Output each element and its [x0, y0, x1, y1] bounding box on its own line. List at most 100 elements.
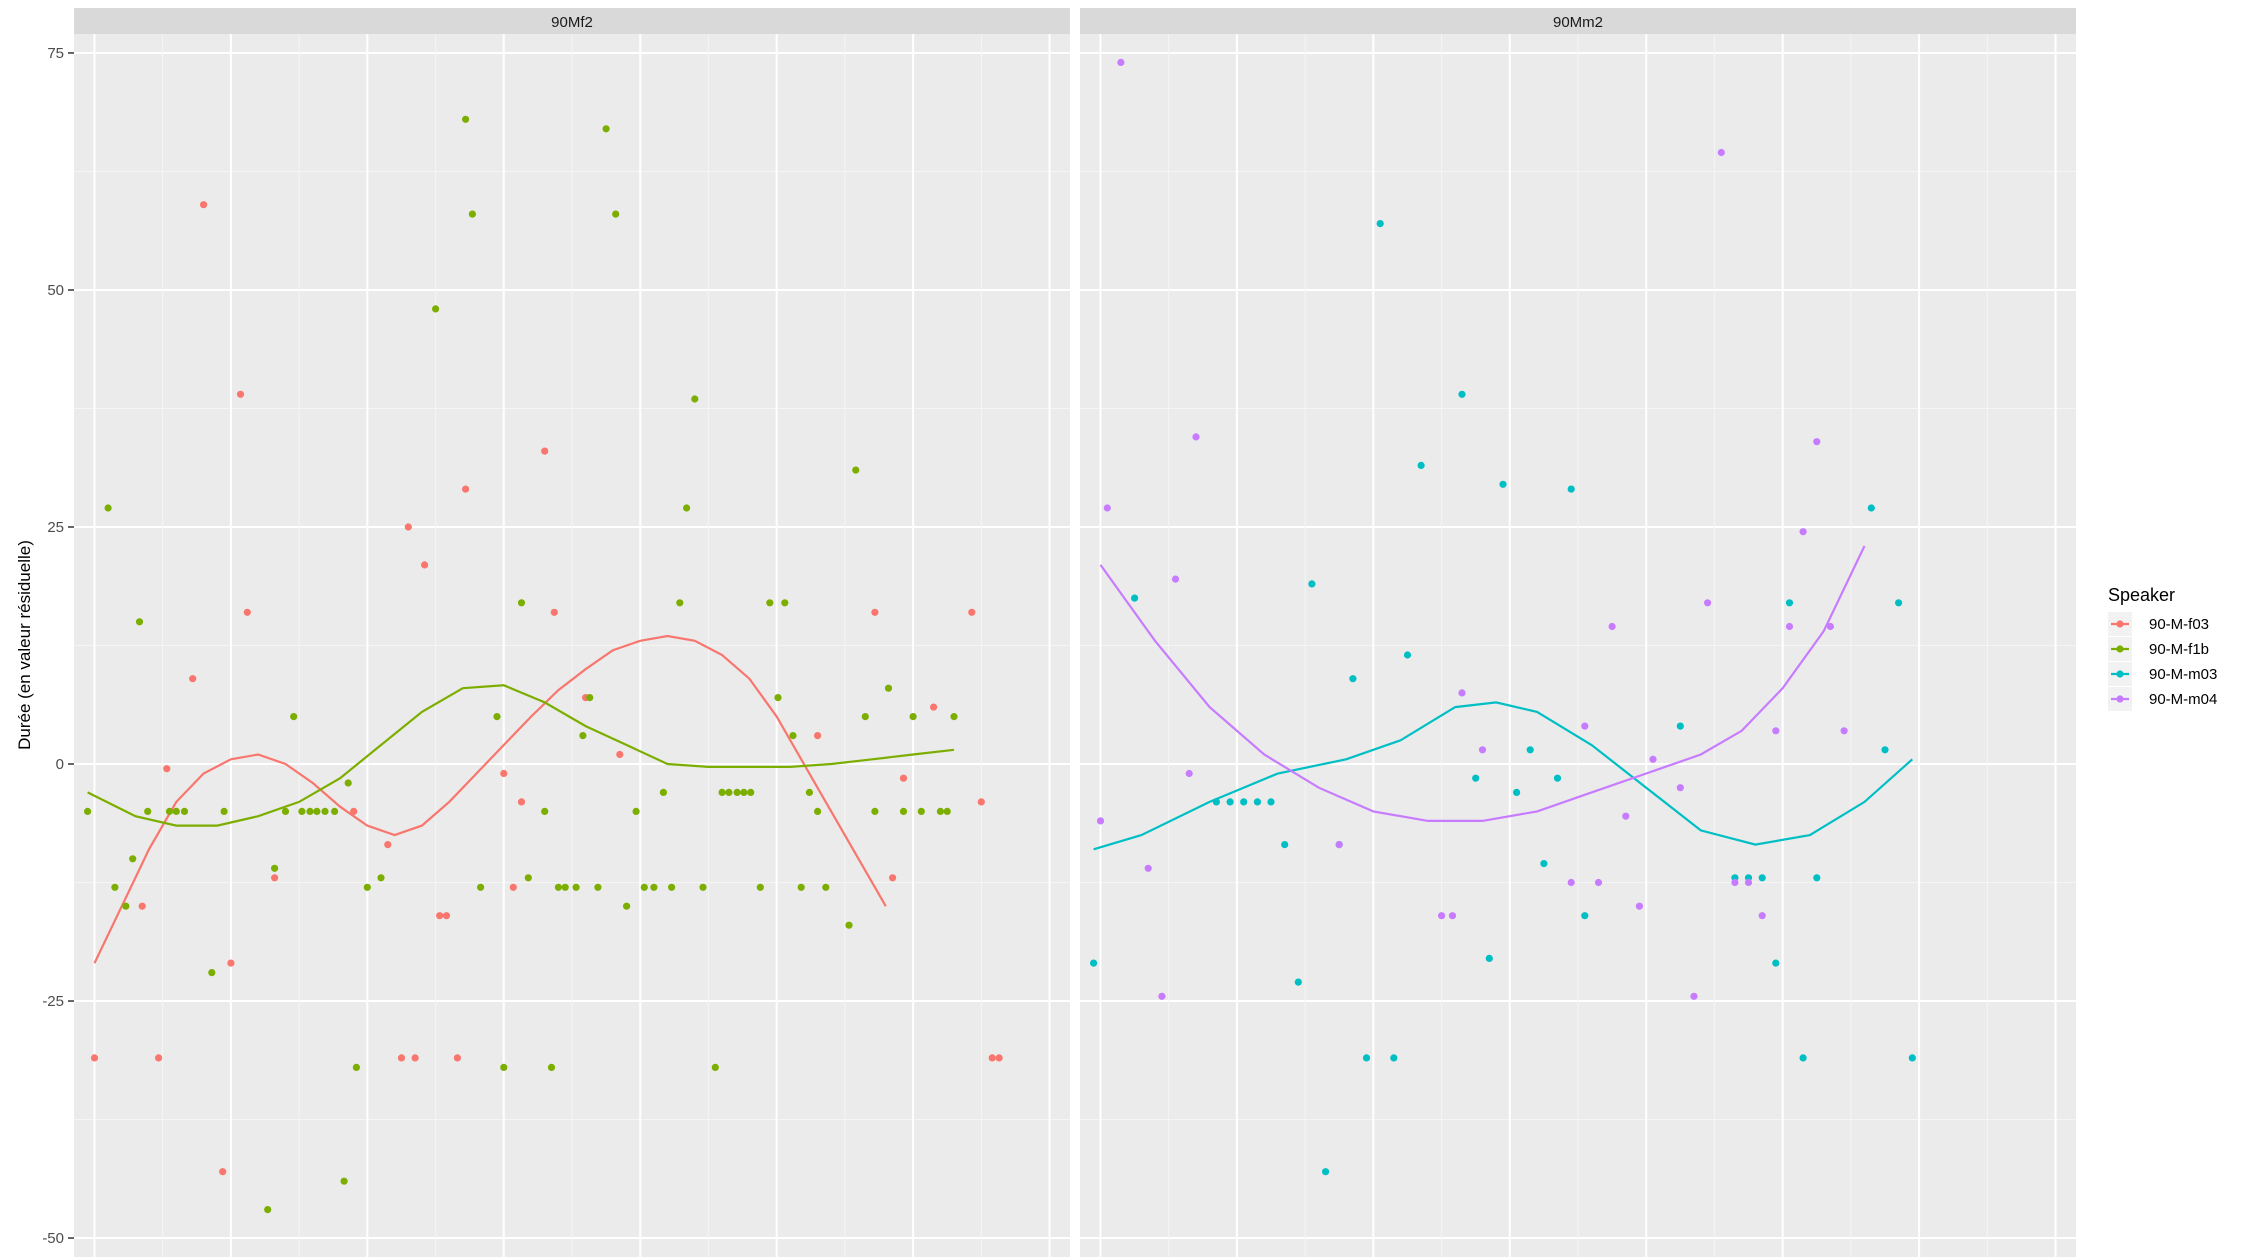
point-90-m-f1b — [313, 807, 321, 816]
point-90-m-m03 — [1226, 798, 1234, 806]
point-90-m-m04 — [1635, 902, 1643, 910]
y-tick-label: 50 — [47, 282, 64, 299]
point-90-m-m04 — [1567, 878, 1575, 887]
point-90-m-m04 — [1826, 622, 1834, 631]
point-90-m-f1b — [340, 1177, 348, 1185]
point-90-m-f1b — [547, 1063, 556, 1071]
point-90-m-f1b — [208, 969, 216, 977]
point-90-m-m03 — [1581, 912, 1589, 920]
point-90-m-m03 — [1908, 1054, 1916, 1062]
point-90-m-m04 — [1704, 599, 1712, 607]
point-90-m-m04 — [1458, 689, 1466, 697]
point-90-m-m03 — [1294, 978, 1302, 986]
panel-1-strip — [74, 8, 1070, 34]
panel-2-fit-lines — [1093, 545, 1914, 851]
point-90-m-f1b — [884, 684, 893, 692]
point-90-m-f1b — [766, 599, 774, 607]
point-90-m-m03 — [1813, 874, 1821, 882]
point-90-m-m03 — [1895, 599, 1903, 607]
point-90-m-f03 — [90, 1054, 99, 1062]
legend-key-point-90-m-f03 — [2116, 620, 2124, 628]
point-90-m-f03 — [436, 912, 444, 920]
point-90-m-f03 — [616, 750, 624, 759]
point-90-m-f1b — [805, 788, 814, 797]
y-tick-label: 25 — [47, 519, 64, 536]
point-90-m-m03 — [1526, 746, 1534, 754]
point-90-m-f1b — [691, 395, 699, 403]
point-90-m-f1b — [104, 504, 112, 512]
point-90-m-f1b — [852, 466, 860, 474]
panel-2: 90Mm2 — [1080, 8, 2076, 1257]
point-90-m-f1b — [84, 807, 92, 816]
legend-key-point-90-m-f1b — [2116, 645, 2124, 653]
point-90-m-f03 — [200, 201, 208, 209]
point-90-m-f1b — [861, 713, 869, 721]
point-90-m-m03 — [1485, 954, 1493, 963]
point-90-m-f03 — [550, 608, 558, 616]
point-90-m-f03 — [968, 608, 976, 616]
point-90-m-f1b — [699, 883, 707, 891]
y-axis-title: Durée (en valeur résiduelle) — [15, 540, 34, 750]
point-90-m-f1b — [943, 807, 951, 816]
point-90-m-f1b — [899, 807, 908, 816]
point-90-m-f1b — [781, 599, 789, 607]
point-90-m-m04 — [1772, 727, 1780, 735]
point-90-m-m03 — [1308, 580, 1316, 588]
legend-key-point-90-m-m04 — [2116, 695, 2124, 703]
legend-label-90-m-f03: 90-M-f03 — [2149, 616, 2209, 633]
point-90-m-f1b — [377, 874, 385, 882]
point-90-m-m03 — [1376, 220, 1384, 228]
point-90-m-m03 — [1390, 1054, 1398, 1062]
point-90-m-f03 — [509, 883, 517, 891]
point-90-m-m03 — [1676, 722, 1684, 730]
y-tick-label: -50 — [42, 1230, 64, 1247]
point-90-m-f1b — [500, 1063, 508, 1071]
point-90-m-m03 — [1281, 841, 1289, 849]
point-90-m-f03 — [453, 1054, 461, 1062]
point-90-m-m04 — [1448, 912, 1457, 920]
point-90-m-f1b — [789, 732, 797, 740]
point-90-m-f1b — [122, 902, 130, 910]
point-90-m-m03 — [1458, 390, 1466, 398]
legend-key-point-90-m-m03 — [2116, 670, 2124, 678]
point-90-m-f1b — [493, 713, 501, 721]
point-90-m-f1b — [572, 883, 580, 891]
point-90-m-f03 — [500, 769, 508, 778]
point-90-m-f1b — [579, 732, 587, 740]
point-90-m-f1b — [623, 902, 631, 910]
point-90-m-m04 — [1813, 438, 1821, 446]
panel-1-strip-label: 90Mf2 — [551, 14, 593, 31]
point-90-m-f1b — [725, 788, 733, 797]
point-90-m-m04 — [1731, 878, 1739, 887]
point-90-m-f03 — [384, 841, 392, 849]
point-90-m-m04 — [1690, 992, 1698, 1000]
point-90-m-f1b — [135, 618, 144, 626]
y-axis: -50 -25 0 25 50 75 — [42, 45, 74, 1247]
point-90-m-f1b — [462, 115, 470, 123]
legend-label-90-m-f1b: 90-M-f1b — [2149, 641, 2209, 658]
point-90-m-f03 — [930, 703, 938, 711]
point-90-m-f1b — [165, 807, 174, 816]
point-90-m-f03 — [442, 912, 451, 920]
point-90-m-m04 — [1594, 878, 1603, 887]
point-90-m-f1b — [756, 883, 764, 891]
legend-label-90-m-m04: 90-M-m04 — [2149, 691, 2217, 708]
panel-1-points — [84, 115, 1003, 1214]
point-90-m-f1b — [271, 864, 279, 872]
point-90-m-f1b — [331, 807, 339, 816]
point-90-m-f1b — [344, 779, 352, 787]
point-90-m-f03 — [814, 732, 822, 740]
point-90-m-f03 — [350, 807, 358, 816]
legend-label-90-m-m03: 90-M-m03 — [2149, 666, 2217, 683]
point-90-m-f1b — [290, 713, 298, 721]
point-90-m-f1b — [668, 883, 676, 891]
point-90-m-f03 — [227, 959, 235, 967]
point-90-m-f1b — [612, 210, 620, 218]
point-90-m-m04 — [1438, 912, 1446, 920]
point-90-m-m03 — [1785, 599, 1794, 607]
y-tick-label: 75 — [47, 45, 64, 62]
legend-keys: 90-M-f03 90-M-f1b 90-M-m03 90-M-m04 — [2108, 612, 2217, 711]
point-90-m-f1b — [814, 807, 822, 816]
point-90-m-m03 — [1417, 461, 1425, 469]
